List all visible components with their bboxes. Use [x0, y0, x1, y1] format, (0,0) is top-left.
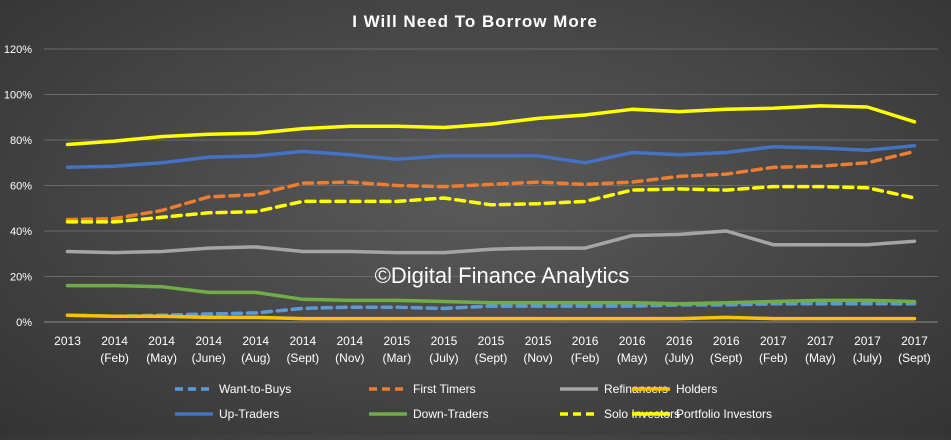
x-tick-label: 2014(Nov): [335, 334, 364, 365]
x-axis-ticks: 2013 2014(Feb) 2014(May) 2014(June) 2014(Aug…: [54, 334, 931, 365]
legend-item-want-to-buys: Want-to-Buys: [175, 382, 291, 396]
x-tick-label: 2017(May): [805, 334, 836, 365]
x-tick-label: 2016(July): [665, 334, 694, 365]
legend-label: First Timers: [413, 382, 476, 396]
x-tick-label: 2014(June): [192, 334, 226, 365]
y-axis-ticks: 0% 20% 40% 60% 80% 100% 120%: [4, 44, 32, 329]
legend-label: Portfolio Investors: [676, 407, 772, 421]
legend-label: Down-Traders: [413, 407, 489, 421]
x-tick-label: 2016(May): [617, 334, 648, 365]
chart-title: I Will Need To Borrow More: [352, 12, 598, 31]
x-tick-label: 2014(Sept): [286, 334, 319, 365]
x-tick-label: 2015(Nov): [523, 334, 552, 365]
series-line-portfolio-investors: [68, 106, 915, 145]
y-tick-label: 40%: [10, 226, 32, 238]
y-tick-label: 120%: [4, 44, 32, 56]
x-tick-label: 2017(Sept): [898, 334, 931, 365]
series-line-up-traders: [68, 146, 915, 168]
y-tick-label: 80%: [10, 135, 32, 147]
x-tick-label: 2015(Sept): [475, 334, 508, 365]
x-tick-label: 2017(Feb): [759, 334, 788, 365]
y-tick-label: 20%: [10, 272, 32, 284]
y-tick-label: 0%: [16, 317, 32, 329]
legend-item-down-traders: Down-Traders: [369, 407, 489, 421]
y-tick-label: 100%: [4, 90, 32, 102]
x-tick-label: 2014(May): [146, 334, 177, 365]
x-tick-label: 2016(Feb): [571, 334, 600, 365]
series-line-want-to-buys: [68, 304, 915, 317]
legend-item-first-timers: First Timers: [369, 382, 476, 396]
series-line-solo-investors: [68, 187, 915, 222]
x-tick-label: 2014(Aug): [241, 334, 270, 365]
watermark-text: ©Digital Finance Analytics: [375, 263, 630, 288]
x-tick-label: 2014(Feb): [100, 334, 129, 365]
legend-item-up-traders: Up-Traders: [175, 407, 279, 421]
legend-label: Up-Traders: [219, 407, 279, 421]
x-tick-label: 2015(Mar): [383, 334, 412, 365]
x-tick-label: 2013: [54, 334, 81, 348]
x-tick-label: 2017(July): [853, 334, 882, 365]
series-line-refinancers: [68, 231, 915, 253]
legend-label: Want-to-Buys: [219, 382, 291, 396]
x-tick-label: 2015(July): [429, 334, 458, 365]
legend-label: Holders: [676, 382, 717, 396]
y-tick-label: 60%: [10, 181, 32, 193]
series-line-holders: [68, 315, 915, 318]
series-line-down-traders: [68, 286, 915, 304]
x-tick-label: 2016(Sept): [710, 334, 743, 365]
